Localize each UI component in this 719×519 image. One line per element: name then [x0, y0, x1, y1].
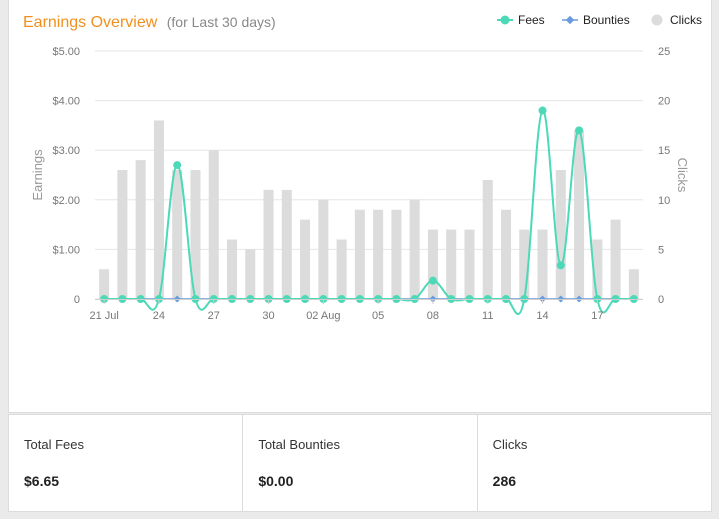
x-tick-label: 30 [262, 310, 274, 322]
clicks-bar [336, 239, 347, 299]
clicks-bar [519, 229, 530, 299]
circle-marker-icon [500, 15, 510, 25]
clicks-bar [208, 150, 219, 299]
clicks-bar [373, 209, 384, 299]
total-bounties-value: $0.00 [258, 473, 294, 489]
clicks-bar [500, 209, 512, 299]
clicks-bar [610, 219, 621, 299]
clicks-bar [226, 239, 238, 299]
y-left-tick-label: $5.00 [52, 46, 80, 58]
chart-title: Earnings Overview (for Last 30 days) [23, 14, 276, 31]
diamond-marker-icon [565, 15, 575, 25]
clicks-bar [628, 269, 639, 299]
clicks-bar [391, 209, 402, 299]
chart-axes: 0$1.00$2.00$3.00$4.00$5.000510152025Earn… [30, 46, 690, 322]
clicks-bar [354, 209, 365, 299]
clicks-bar [464, 229, 475, 299]
clicks-bar [263, 189, 274, 299]
legend-label: Bounties [583, 13, 630, 27]
total-clicks-stat: Clicks 286 [478, 415, 711, 511]
fees-point [556, 261, 565, 270]
x-tick-label: 27 [208, 310, 220, 322]
clicks-bar [172, 170, 183, 299]
circle-marker-icon [651, 14, 663, 26]
x-tick-label: 02 Aug [306, 310, 340, 322]
earnings-chart: Earnings Overview (for Last 30 days) Fee… [23, 13, 702, 322]
clicks-bar [592, 239, 603, 299]
clicks-bar [318, 199, 329, 299]
legend-label: Fees [518, 13, 545, 27]
fees-line [104, 109, 634, 316]
earnings-overview-card: Earnings Overview (for Last 30 days) Fee… [8, 0, 712, 413]
chart-title-main: Earnings Overview [23, 14, 158, 31]
y-right-tick-label: 25 [658, 46, 670, 58]
total-fees-value: $6.65 [24, 473, 60, 489]
x-tick-label: 05 [372, 310, 384, 322]
clicks-bar [300, 219, 311, 299]
totals-panel: Total Fees $6.65 Total Bounties $0.00 Cl… [8, 414, 712, 512]
fees-point [538, 106, 547, 115]
clicks-bar [190, 170, 201, 299]
clicks-bar [482, 179, 493, 299]
y-left-tick-label: $3.00 [52, 145, 80, 157]
x-tick-label: 08 [427, 310, 439, 322]
total-clicks-value: 286 [492, 473, 517, 489]
legend-label: Clicks [670, 13, 702, 27]
clicks-bar [537, 229, 548, 299]
y-left-tick-label: $1.00 [52, 244, 80, 256]
clicks-bar [135, 160, 146, 299]
total-fees-stat: Total Fees $6.65 [9, 415, 244, 511]
total-bounties-label: Total Bounties [258, 437, 340, 452]
y-left-tick-label: 0 [74, 294, 80, 306]
clicks-bar [446, 229, 457, 299]
total-clicks-label: Clicks [492, 437, 528, 452]
clicks-bar [281, 189, 292, 299]
clicks-bar [153, 120, 164, 299]
y-right-tick-label: 15 [658, 145, 670, 157]
y-left-axis-title: Earnings [30, 149, 45, 201]
clicks-bars [99, 120, 639, 299]
chart-legend: Fees Bounties Clicks [497, 13, 702, 27]
y-right-axis-title: Clicks [675, 158, 690, 193]
fees-point [428, 276, 437, 285]
clicks-bar [117, 170, 128, 299]
chart-subtitle: (for Last 30 days) [167, 14, 276, 30]
x-tick-label: 24 [153, 310, 165, 322]
clicks-bar [245, 249, 256, 299]
y-left-tick-label: $4.00 [52, 96, 80, 108]
total-fees-label: Total Fees [24, 437, 84, 452]
clicks-bar [574, 130, 585, 299]
total-bounties-stat: Total Bounties $0.00 [243, 415, 478, 511]
y-left-tick-label: $2.00 [52, 195, 80, 207]
x-tick-label: 14 [536, 310, 548, 322]
y-right-tick-label: 10 [658, 195, 670, 207]
x-tick-label: 21 Jul [89, 310, 118, 322]
clicks-bar [427, 229, 438, 299]
clicks-bar [99, 269, 110, 299]
x-tick-label: 11 [482, 310, 493, 322]
clicks-bar [409, 199, 420, 299]
clicks-bar [555, 170, 566, 299]
y-right-tick-label: 0 [658, 294, 664, 306]
y-right-tick-label: 5 [658, 244, 664, 256]
fees-point [575, 126, 584, 135]
x-tick-label: 17 [591, 310, 603, 322]
y-right-tick-label: 20 [658, 96, 670, 108]
fees-point [173, 161, 182, 170]
